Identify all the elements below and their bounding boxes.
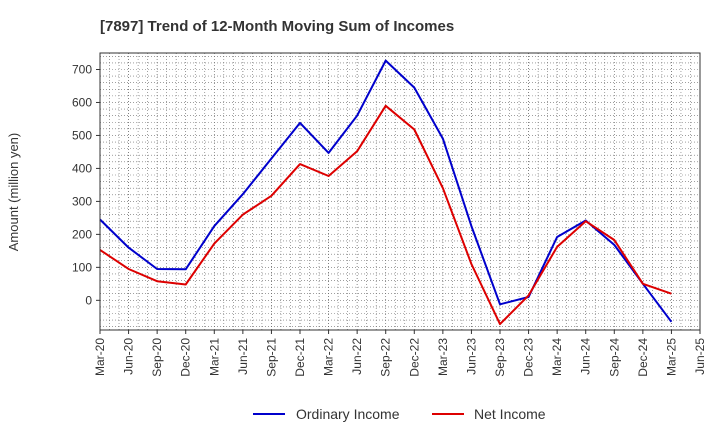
x-axis: Mar-20 Jun-20 Sep-20 Dec-20 Mar-21 Jun-21 Sep-…: [93, 330, 707, 377]
legend-label-ordinary-income: Ordinary Income: [296, 406, 400, 422]
x-tick-label: Mar-24: [550, 338, 564, 376]
plot-frame: [99, 52, 701, 331]
y-tick-label: 500: [72, 128, 92, 142]
x-tick-label: Dec-24: [636, 338, 650, 377]
x-tick-label: Jun-20: [122, 338, 136, 375]
x-tick-label: Dec-20: [179, 338, 193, 377]
x-tick-label: Dec-22: [407, 338, 421, 377]
y-tick-label: 0: [85, 293, 92, 307]
x-tick-label: Jun-22: [350, 338, 364, 375]
x-tick-label: Sep-21: [264, 338, 278, 377]
x-tick-label: Jun-21: [236, 338, 250, 375]
x-tick-label: Sep-24: [607, 338, 621, 377]
x-tick-label: Mar-20: [93, 338, 107, 376]
y-tick-label: 400: [72, 161, 92, 175]
y-axis: 0 100 200 300 400 500 600 700: [72, 62, 100, 307]
y-tick-label: 700: [72, 62, 92, 76]
x-tick-label: Sep-20: [150, 338, 164, 377]
x-tick-label: Sep-22: [379, 338, 393, 377]
x-tick-label: Sep-23: [493, 338, 507, 377]
x-tick-label: Mar-21: [207, 338, 221, 376]
x-tick-label: Jun-23: [464, 338, 478, 375]
x-tick-label: Jun-25: [693, 338, 707, 375]
x-tick-label: Mar-23: [436, 338, 450, 376]
plot-area: [100, 53, 700, 330]
y-tick-label: 300: [72, 194, 92, 208]
x-tick-label: Dec-21: [293, 338, 307, 377]
series-lines: [99, 59, 673, 326]
legend: Ordinary Income Net Income: [253, 406, 546, 422]
x-tick-label: Mar-25: [664, 338, 678, 376]
x-tick-label: Mar-22: [322, 338, 336, 376]
x-tick-label: Dec-23: [522, 338, 536, 377]
chart-title: [7897] Trend of 12-Month Moving Sum of I…: [100, 18, 454, 35]
grid: [99, 53, 701, 330]
legend-label-net-income: Net Income: [474, 406, 546, 422]
y-tick-label: 600: [72, 95, 92, 109]
y-tick-label: 200: [72, 227, 92, 241]
series-line-ordinary-income: [99, 59, 673, 323]
series-line-net-income: [99, 104, 672, 326]
y-axis-label: Amount (million yen): [6, 133, 21, 252]
x-tick-label: Jun-24: [579, 338, 593, 375]
y-tick-label: 100: [72, 260, 92, 274]
